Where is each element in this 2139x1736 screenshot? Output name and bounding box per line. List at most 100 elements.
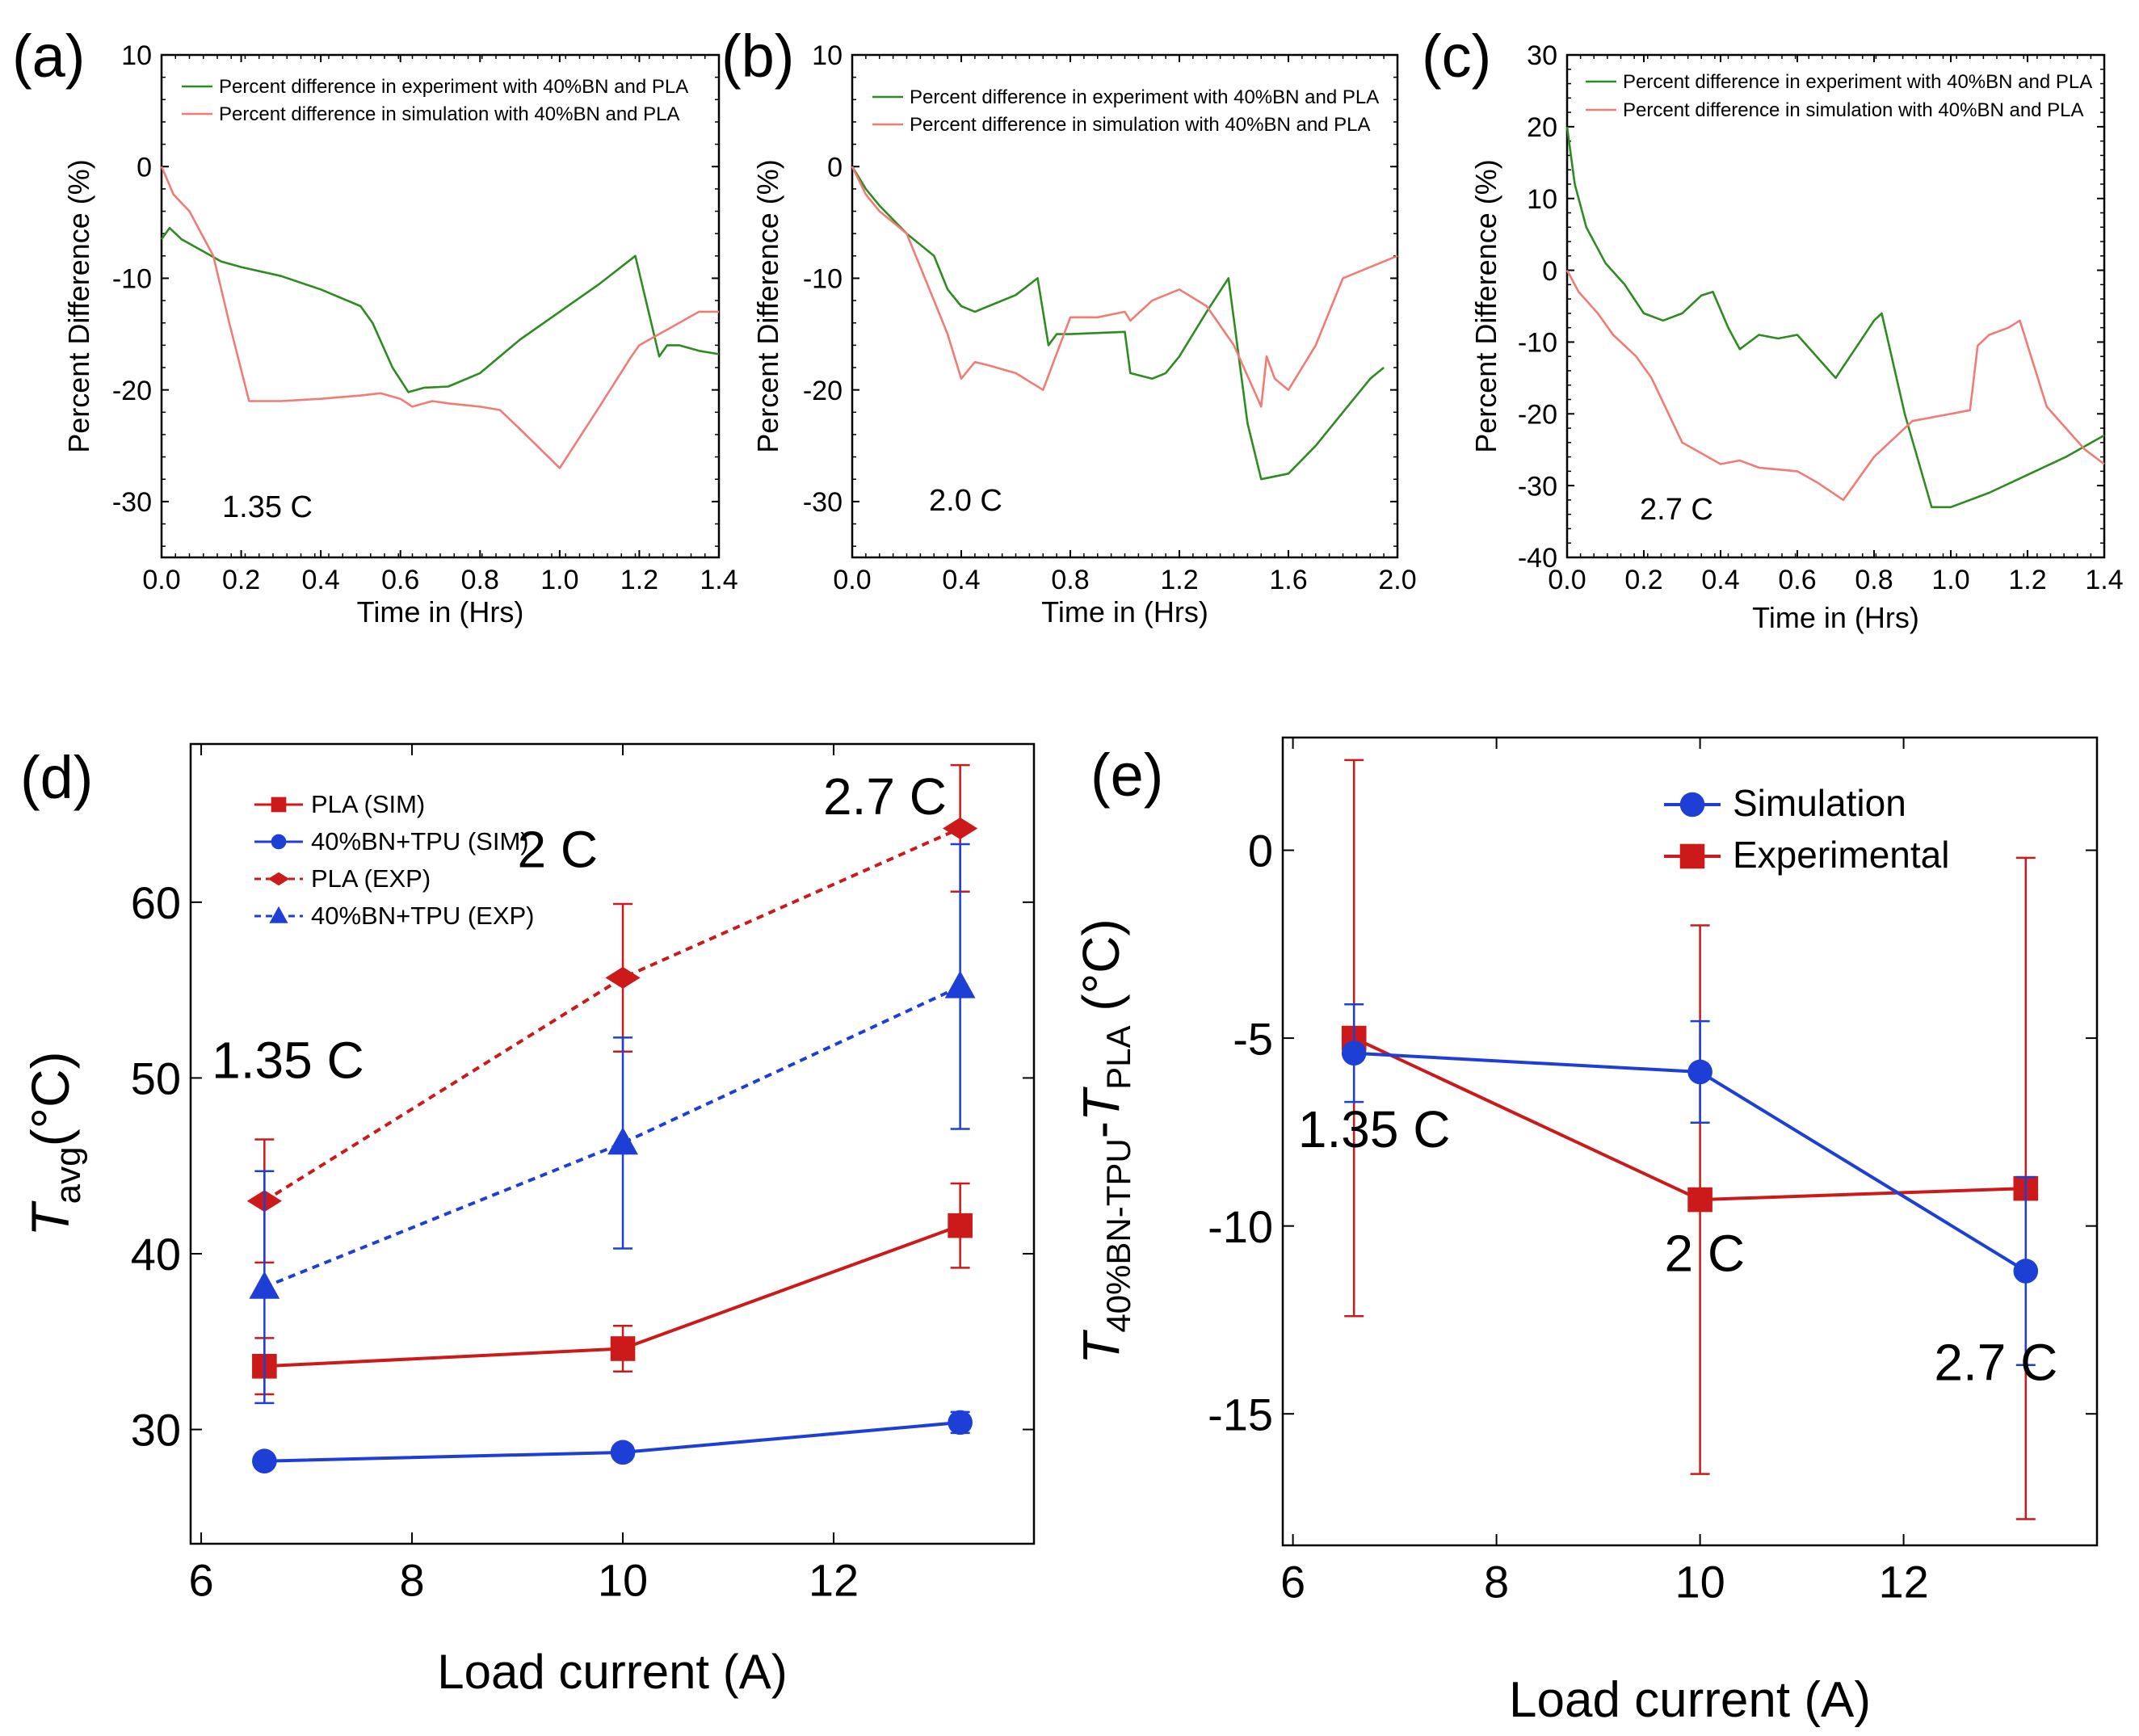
y-tick-label: -10 <box>803 264 843 295</box>
c-rate-annotation: 2.7 C <box>1640 493 1713 527</box>
y-tick-label: 50 <box>131 1053 181 1104</box>
plot-frame <box>1281 736 2099 1547</box>
legend-swatch-marker <box>271 797 287 813</box>
c-rate-annotation: 1.35 C <box>1298 1100 1451 1158</box>
x-tick-label: 1.0 <box>540 565 578 595</box>
legend-swatch-marker <box>271 834 287 850</box>
y-axis-label-minus: - <box>1072 1121 1130 1138</box>
data-point-bn-tpu-exp <box>249 1271 280 1299</box>
x-tick-label: 0.0 <box>833 565 871 595</box>
y-tick-label: -20 <box>803 376 843 406</box>
panel-label: (a) <box>12 23 85 90</box>
x-tick-label: 0.6 <box>1778 565 1816 595</box>
y-tick-label: 0 <box>137 152 152 183</box>
series-line-experiment <box>1565 126 2105 509</box>
data-point-bn-tpu-sim <box>948 1410 973 1435</box>
x-axis-label: Time in (Hrs) <box>1752 601 1919 634</box>
y-tick-label: 10 <box>1527 184 1557 215</box>
x-tick-label: 8 <box>399 1554 424 1605</box>
x-tick-label: 0.2 <box>222 565 260 595</box>
data-point-pla-exp <box>943 817 978 839</box>
x-tick-label: 0.8 <box>1855 565 1893 595</box>
y-tick-label: -10 <box>112 264 152 295</box>
data-point-pla-sim <box>948 1213 973 1238</box>
x-tick-label: 1.2 <box>2008 565 2046 595</box>
y-tick-label: -30 <box>803 487 843 518</box>
legend-label: Percent difference in simulation with 40… <box>219 103 680 125</box>
x-tick-label: 8 <box>1484 1556 1509 1607</box>
x-tick-label: 0.2 <box>1624 565 1662 595</box>
x-tick-label: 0.4 <box>942 565 980 595</box>
legend-swatch-marker <box>1679 792 1705 818</box>
y-axis-label-symbol: T <box>20 1200 80 1237</box>
panel-c: 0.0 0.2 0.4 0.6 0.8 1.0 1.2 1.4 30 20 10 0 -10 -20 -30… <box>1422 23 2124 634</box>
legend-label: Experimental <box>1733 834 1949 876</box>
x-axis-label: Time in (Hrs) <box>1041 595 1208 628</box>
y-axis-label: Percent Difference (%) <box>62 159 95 452</box>
c-rate-annotation: 2 C <box>1665 1224 1746 1282</box>
panel-b: 0.0 0.4 0.8 1.2 1.6 2.0 10 0 -10 -20 -30 (b) Time in… <box>721 23 1417 628</box>
c-rate-annotation: 2 C <box>518 820 599 878</box>
data-point-simulation <box>1341 1040 1367 1066</box>
y-tick-label: 40 <box>131 1229 181 1280</box>
y-tick-label: 20 <box>1527 112 1557 143</box>
x-tick-label: 10 <box>598 1554 648 1605</box>
y-tick-label: 0 <box>1542 256 1557 287</box>
data-point-simulation <box>2013 1259 2039 1284</box>
y-tick-label: -10 <box>1208 1201 1273 1252</box>
y-tick-label: 0 <box>827 152 843 183</box>
plot-frame <box>189 742 1036 1545</box>
x-tick-label: 12 <box>1878 1556 1928 1607</box>
y-tick-label: 0 <box>1248 826 1273 876</box>
data-point-pla-sim <box>610 1336 636 1361</box>
series-line-experiment <box>851 166 1385 481</box>
y-tick-label: -40 <box>1518 543 1557 574</box>
c-rate-annotation: 1.35 C <box>212 1031 364 1089</box>
y-tick-label: -20 <box>1518 400 1557 431</box>
y-axis-label-symbol: T <box>1072 1330 1130 1364</box>
legend-swatch-marker <box>267 872 290 886</box>
y-tick-label: -10 <box>1518 328 1557 359</box>
y-tick-label: -5 <box>1233 1013 1273 1064</box>
data-point-simulation <box>1687 1059 1712 1085</box>
series-line-simulation <box>1565 269 2105 502</box>
data-point-bn-tpu-sim <box>610 1440 636 1465</box>
x-tick-label: 1.4 <box>700 565 738 595</box>
series-line-simulation <box>851 166 1398 408</box>
panel-label: (c) <box>1422 23 1491 90</box>
series-line-experiment <box>160 226 720 393</box>
x-axis-label: Load current (A) <box>1509 1672 1871 1728</box>
x-tick-label: 1.0 <box>1931 565 1969 595</box>
series-line-bn-tpu-exp <box>263 985 961 1289</box>
x-tick-label: 10 <box>1675 1556 1725 1607</box>
c-rate-annotation: 2.7 C <box>1934 1333 2057 1391</box>
data-point-bn-tpu-sim <box>252 1448 277 1474</box>
y-tick-label: -30 <box>1518 471 1557 502</box>
series-line-simulation <box>160 166 719 469</box>
x-tick-label: 1.2 <box>1160 565 1198 595</box>
y-axis-label-subscript: avg <box>48 1146 88 1204</box>
x-tick-label: 1.2 <box>620 565 658 595</box>
panel-label: (b) <box>721 23 794 90</box>
legend-label: PLA (EXP) <box>311 864 431 893</box>
y-tick-label: 10 <box>121 40 152 71</box>
y-axis-label: Percent Difference (%) <box>751 159 784 452</box>
panel-a: 0.0 0.2 0.4 0.6 0.8 1.0 1.2 1.4 10 0 -10 -20 -30 (a) T… <box>12 23 738 628</box>
legend-label: Percent difference in simulation with 40… <box>910 114 1371 136</box>
legend-label: PLA (SIM) <box>311 790 425 818</box>
x-tick-label: 0.6 <box>381 565 419 595</box>
c-rate-annotation: 1.35 C <box>222 490 313 524</box>
x-tick-label: 0.0 <box>1548 565 1586 595</box>
x-tick-label: 6 <box>1280 1556 1305 1607</box>
c-rate-annotation: 2.0 C <box>929 484 1002 518</box>
panel-e: 6 8 10 120-5-10-15(e)Load current (A)T40%BN… <box>1072 736 2099 1728</box>
y-axis-label-symbol: T <box>1072 1087 1130 1121</box>
y-axis-label-unit: (°C) <box>20 1051 80 1146</box>
y-axis-label-subscript: 40%BN-TPU <box>1099 1138 1137 1332</box>
x-tick-label: 2.0 <box>1378 565 1416 595</box>
y-axis-label: T40%BN-TPU-TPLA (°C) <box>1072 918 1137 1364</box>
legend-label: Percent difference in experiment with 40… <box>1623 71 2092 93</box>
series-line-experimental <box>1353 1036 2026 1202</box>
y-axis-label: Tavg(°C) <box>20 1051 88 1236</box>
